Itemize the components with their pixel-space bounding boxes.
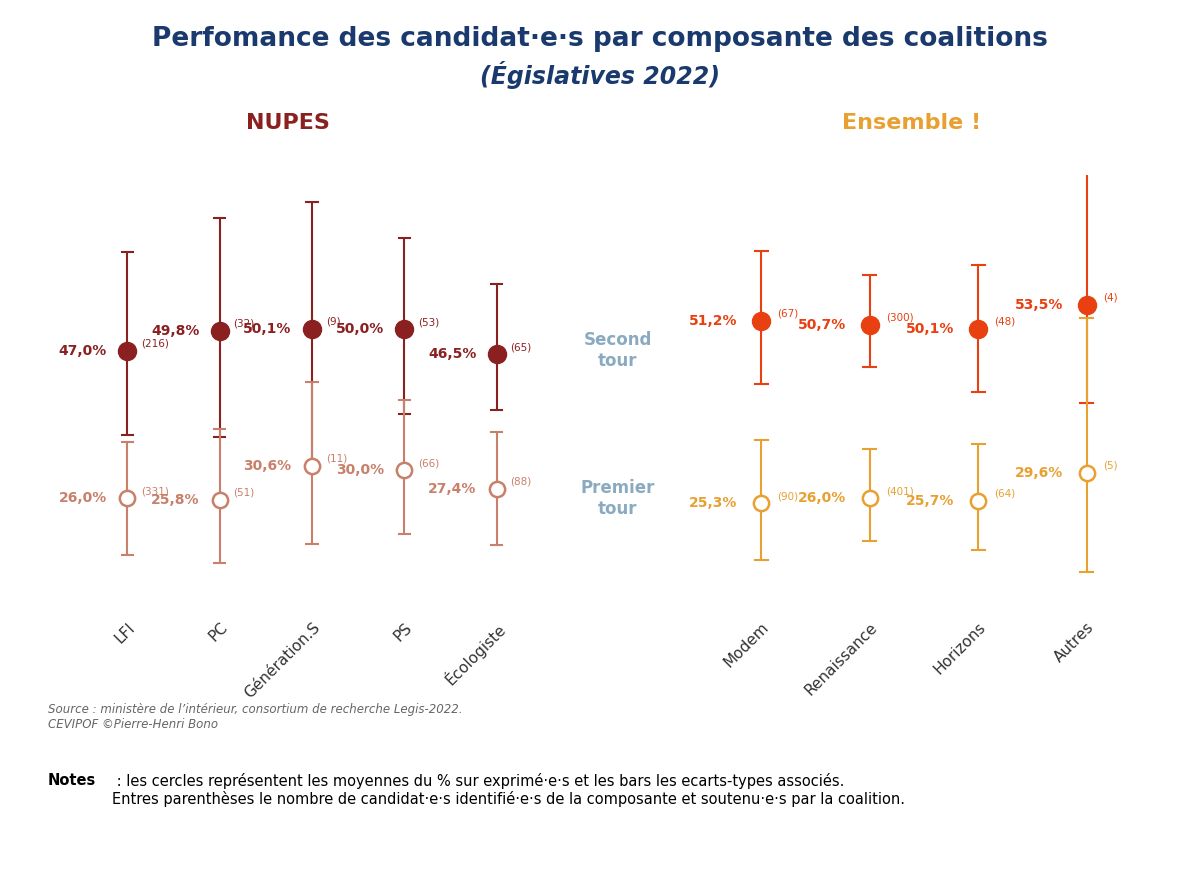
Text: (90): (90)	[778, 491, 798, 501]
Text: 26,0%: 26,0%	[59, 491, 107, 505]
Text: (67): (67)	[778, 309, 799, 319]
Text: (48): (48)	[995, 317, 1016, 327]
Text: (53): (53)	[418, 318, 439, 327]
Text: NUPES: NUPES	[246, 113, 330, 134]
Text: LFI: LFI	[112, 620, 138, 646]
Text: 50,1%: 50,1%	[906, 322, 954, 336]
Text: 47,0%: 47,0%	[59, 344, 107, 358]
Text: (Égislatives 2022): (Égislatives 2022)	[480, 61, 720, 89]
Text: (4): (4)	[1103, 292, 1117, 303]
Text: (401): (401)	[886, 486, 913, 497]
Text: (300): (300)	[886, 313, 913, 322]
Text: Autres: Autres	[1052, 620, 1098, 665]
Text: Perfomance des candidat·e·s par composante des coalitions: Perfomance des candidat·e·s par composan…	[152, 26, 1048, 52]
Text: Modem: Modem	[721, 620, 772, 670]
Text: (88): (88)	[510, 477, 532, 486]
Text: PC: PC	[205, 620, 230, 644]
Text: Source : ministère de l’intérieur, consortium de recherche Legis-2022.
CEVIPOF ©: Source : ministère de l’intérieur, conso…	[48, 703, 462, 731]
Text: 30,6%: 30,6%	[244, 459, 292, 473]
Text: 29,6%: 29,6%	[1015, 466, 1063, 480]
Text: : les cercles représentent les moyennes du % sur exprimé·e·s et les bars les eca: : les cercles représentent les moyennes …	[112, 773, 905, 808]
Text: 50,0%: 50,0%	[336, 322, 384, 336]
Text: 25,7%: 25,7%	[906, 493, 954, 507]
Text: 46,5%: 46,5%	[428, 347, 476, 361]
Text: 50,7%: 50,7%	[798, 318, 846, 332]
Text: (51): (51)	[234, 488, 254, 498]
Text: 30,0%: 30,0%	[336, 464, 384, 478]
Text: (65): (65)	[510, 342, 532, 352]
Text: PS: PS	[391, 620, 415, 644]
Text: Second
tour: Second tour	[584, 331, 652, 370]
Text: (66): (66)	[418, 458, 439, 468]
Text: Horizons: Horizons	[931, 620, 989, 677]
Text: 53,5%: 53,5%	[1014, 298, 1063, 312]
Text: Notes: Notes	[48, 773, 96, 787]
Text: 25,8%: 25,8%	[151, 493, 199, 507]
Text: Ensemble !: Ensemble !	[842, 113, 982, 134]
Text: 51,2%: 51,2%	[689, 314, 737, 328]
Text: Génération.S: Génération.S	[241, 620, 323, 701]
Text: (331): (331)	[142, 486, 169, 497]
Text: 25,3%: 25,3%	[689, 497, 737, 511]
Text: (216): (216)	[142, 339, 169, 348]
Text: (64): (64)	[995, 489, 1016, 498]
Text: (5): (5)	[1103, 461, 1117, 471]
Text: (11): (11)	[326, 454, 347, 464]
Text: 49,8%: 49,8%	[151, 324, 199, 338]
Text: 50,1%: 50,1%	[244, 322, 292, 336]
Text: 27,4%: 27,4%	[428, 482, 476, 496]
Text: (9): (9)	[326, 317, 341, 327]
Text: Premier
tour: Premier tour	[581, 479, 655, 518]
Text: Renaissance: Renaissance	[802, 620, 881, 698]
Text: (32): (32)	[234, 319, 254, 329]
Text: Écologiste: Écologiste	[442, 620, 509, 688]
Text: 26,0%: 26,0%	[798, 491, 846, 505]
